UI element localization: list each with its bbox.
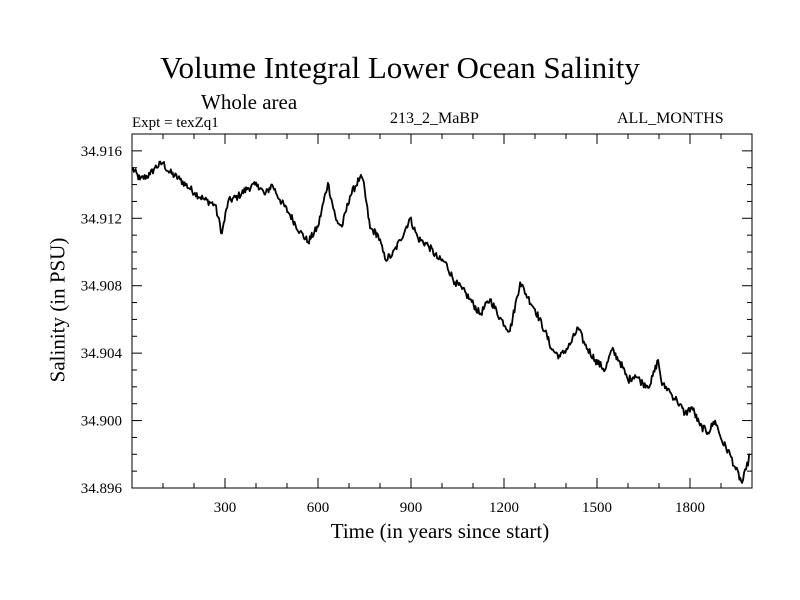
x-tick-label: 1800 [675, 500, 705, 516]
series-line-salinity [131, 160, 751, 484]
chart-title: Volume Integral Lower Ocean Salinity [160, 50, 640, 85]
y-tick-label: 34.904 [81, 346, 123, 362]
series-group [131, 160, 751, 484]
period-label: ALL_MONTHS [617, 110, 724, 127]
experiment-label: Expt = texZq1 [132, 115, 219, 131]
x-tick-label: 900 [400, 500, 423, 516]
y-tick-label: 34.912 [81, 211, 122, 227]
x-tick-label: 300 [214, 500, 237, 516]
run-label: 213_2_MaBP [390, 110, 479, 127]
x-axis-label: Time (in years since start) [330, 519, 550, 543]
y-tick-label: 34.916 [81, 144, 123, 160]
chart-subtitle: Whole area [201, 90, 298, 114]
axis-ticks [132, 133, 752, 489]
y-tick-label: 34.896 [81, 481, 123, 497]
x-tick-label: 1500 [582, 500, 612, 516]
plot-frame [131, 133, 753, 489]
y-tick-label: 34.908 [81, 279, 122, 295]
y-tick-label: 34.900 [81, 414, 122, 430]
tick-labels: 300 600 900 1200 1500 1800 34.896 34.900 34.904 3… [81, 144, 705, 516]
x-tick-label: 1200 [489, 500, 519, 516]
x-tick-label: 600 [307, 500, 330, 516]
